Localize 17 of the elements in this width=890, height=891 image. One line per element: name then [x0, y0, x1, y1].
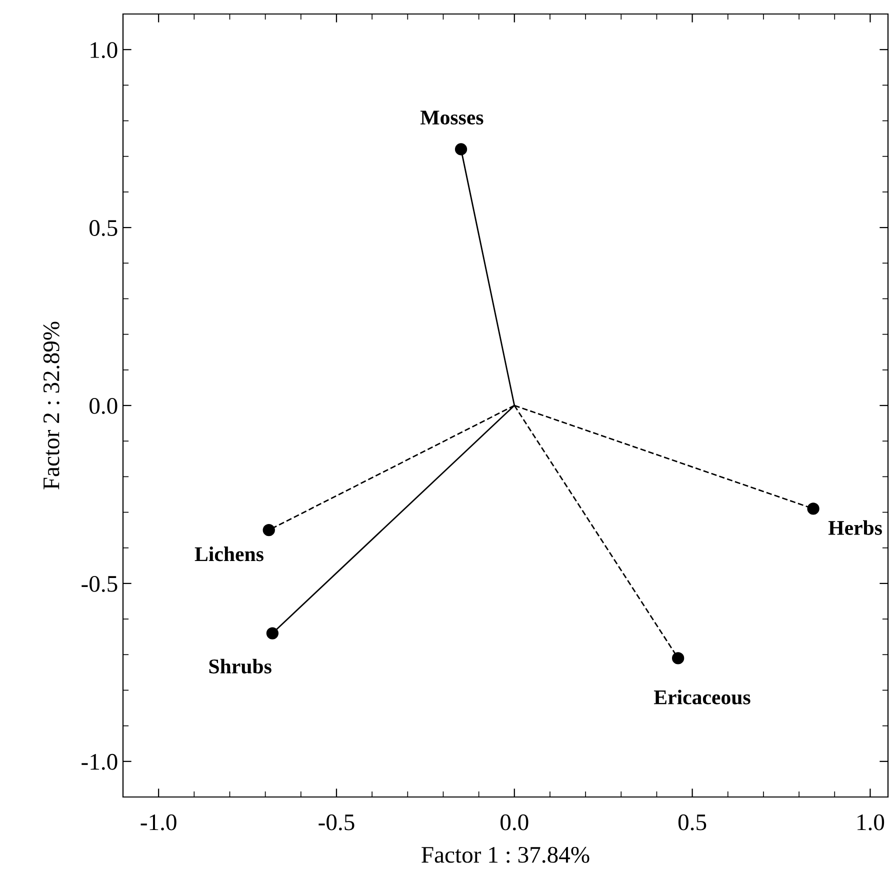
y-tick-label: 1.0 — [90, 42, 118, 58]
y-tick-label: 0.5 — [90, 220, 118, 236]
x-tick-label: 1.0 — [858, 814, 884, 830]
y-axis-title: Factor 2 : 32.89% — [43, 322, 60, 490]
annotation: Lichens — [194, 546, 264, 562]
x-tick-label: 0.0 — [500, 814, 528, 830]
y-tick-label: 0.0 — [90, 398, 118, 414]
y-tick-label: -1.0 — [82, 754, 118, 770]
x-tick-label: -1.0 — [140, 814, 176, 830]
x-tick-label: 0.5 — [678, 814, 706, 830]
y-tick-label: -0.5 — [82, 576, 118, 592]
annotation: Shrubs — [209, 658, 272, 674]
annotation: Mosses — [420, 110, 484, 125]
annotation: Herbs — [828, 520, 882, 535]
annotation: Ericaceous — [654, 690, 750, 704]
x-tick-label: -0.5 — [318, 814, 354, 830]
x-axis-title: Factor 1 : 37.84% — [422, 846, 590, 863]
